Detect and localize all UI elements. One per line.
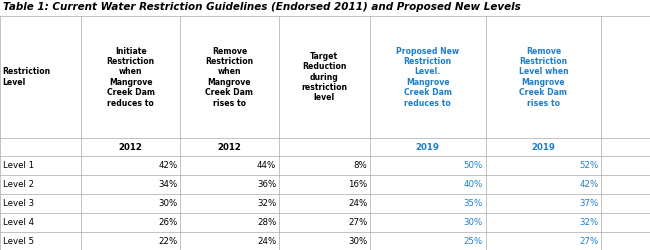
Text: 27%: 27% [579, 237, 599, 246]
Text: 2012: 2012 [119, 142, 142, 152]
Text: 35%: 35% [463, 199, 483, 208]
Text: 26%: 26% [158, 218, 177, 227]
Text: 36%: 36% [257, 180, 276, 189]
Text: 28%: 28% [257, 218, 276, 227]
Text: 42%: 42% [158, 161, 177, 170]
Text: Remove
Restriction
Level when
Mangrove
Creek Dam
rises to: Remove Restriction Level when Mangrove C… [519, 46, 568, 108]
Text: 16%: 16% [348, 180, 367, 189]
Text: 2012: 2012 [218, 142, 241, 152]
Text: 24%: 24% [348, 199, 367, 208]
Text: 24%: 24% [257, 237, 276, 246]
Text: Level 4: Level 4 [3, 218, 34, 227]
Text: 22%: 22% [158, 237, 177, 246]
Text: Level 3: Level 3 [3, 199, 34, 208]
Text: 37%: 37% [579, 199, 599, 208]
Text: 34%: 34% [158, 180, 177, 189]
Text: Restriction
Level: Restriction Level [3, 67, 51, 87]
Text: 25%: 25% [463, 237, 483, 246]
Text: 40%: 40% [463, 180, 483, 189]
Text: Proposed New
Restriction
Level.
Mangrove
Creek Dam
reduces to: Proposed New Restriction Level. Mangrove… [396, 46, 460, 108]
Text: Level 5: Level 5 [3, 237, 34, 246]
Text: 8%: 8% [354, 161, 367, 170]
Text: Initiate
Restriction
when
Mangrove
Creek Dam
reduces to: Initiate Restriction when Mangrove Creek… [107, 46, 155, 108]
Text: Target
Reduction
during
restriction
level: Target Reduction during restriction leve… [302, 52, 347, 102]
Text: 2019: 2019 [532, 142, 555, 152]
Text: 30%: 30% [158, 199, 177, 208]
Text: 32%: 32% [257, 199, 276, 208]
Text: 27%: 27% [348, 218, 367, 227]
Text: 52%: 52% [579, 161, 599, 170]
Text: 30%: 30% [348, 237, 367, 246]
Text: 2019: 2019 [416, 142, 439, 152]
Text: 50%: 50% [463, 161, 483, 170]
Text: Level 2: Level 2 [3, 180, 34, 189]
Text: 32%: 32% [579, 218, 599, 227]
Text: 30%: 30% [463, 218, 483, 227]
Text: Level 1: Level 1 [3, 161, 34, 170]
Text: Table 1: Current Water Restriction Guidelines (Endorsed 2011) and Proposed New L: Table 1: Current Water Restriction Guide… [3, 2, 521, 12]
Text: 42%: 42% [579, 180, 599, 189]
Text: 44%: 44% [257, 161, 276, 170]
Text: Remove
Restriction
when
Mangrove
Creek Dam
rises to: Remove Restriction when Mangrove Creek D… [205, 46, 254, 108]
